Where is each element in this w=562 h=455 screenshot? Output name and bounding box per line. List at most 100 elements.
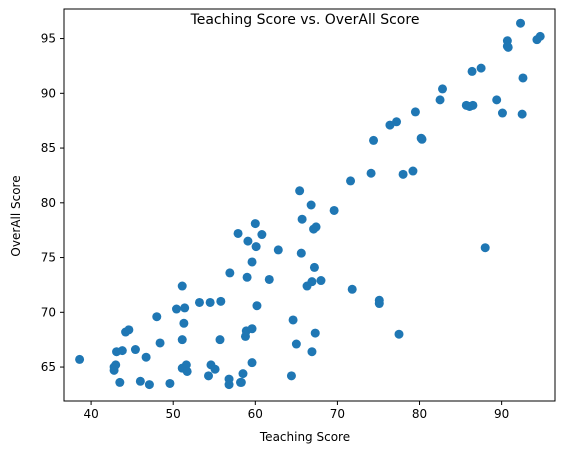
data-point (273, 245, 283, 255)
data-point (492, 95, 502, 105)
data-point (182, 366, 192, 376)
data-point (480, 243, 490, 253)
data-point (247, 358, 257, 368)
data-point (394, 329, 404, 339)
data-point (75, 354, 85, 364)
data-point (435, 95, 445, 105)
data-point (251, 242, 261, 252)
data-point (152, 312, 162, 322)
data-point (115, 377, 125, 387)
data-point (155, 338, 165, 348)
data-point (141, 352, 151, 362)
data-point (347, 284, 357, 294)
data-point (225, 268, 235, 278)
data-point (516, 18, 526, 28)
data-point (310, 328, 320, 338)
data-point (111, 360, 121, 370)
data-point (309, 262, 319, 272)
data-point (518, 73, 528, 83)
data-point (210, 364, 220, 374)
data-point (130, 345, 140, 355)
data-point (144, 380, 154, 390)
data-point (286, 371, 296, 381)
x-tick-label: 60 (248, 407, 263, 421)
data-point (374, 299, 384, 309)
data-point (497, 108, 507, 118)
data-point (264, 274, 274, 284)
x-tick-label: 70 (330, 407, 345, 421)
data-point (306, 200, 316, 210)
data-point (346, 176, 356, 186)
data-point (410, 107, 420, 117)
x-tick-label: 90 (494, 407, 509, 421)
data-point (307, 277, 317, 287)
x-tick-label: 80 (412, 407, 427, 421)
data-point (417, 134, 427, 144)
data-point (311, 222, 321, 232)
data-point (243, 236, 253, 246)
data-point (316, 276, 326, 286)
x-axis-label: Teaching Score (259, 430, 350, 444)
y-tick-label: 85 (41, 141, 56, 155)
y-tick-label: 65 (41, 360, 56, 374)
x-tick-label: 50 (166, 407, 181, 421)
data-point (233, 228, 243, 238)
data-point (307, 347, 317, 357)
data-point (535, 31, 545, 41)
data-point (194, 297, 204, 307)
data-point (366, 168, 376, 178)
y-axis-label: OverAll Score (9, 175, 23, 256)
data-point (288, 315, 298, 325)
y-tick-label: 90 (41, 86, 56, 100)
data-point (171, 304, 181, 314)
data-point (257, 230, 267, 240)
data-point (124, 325, 134, 335)
data-point (204, 371, 214, 381)
data-point (392, 117, 402, 127)
data-points (75, 18, 545, 390)
data-point (297, 214, 307, 224)
data-point (291, 339, 301, 349)
data-point (252, 301, 262, 311)
data-point (476, 63, 486, 73)
data-point (467, 66, 477, 76)
data-point (165, 378, 175, 388)
plot-frame (63, 8, 556, 402)
y-tick-label: 95 (41, 32, 56, 46)
data-point (135, 376, 145, 386)
data-point (238, 369, 248, 379)
data-point (242, 272, 252, 282)
data-point (468, 100, 478, 110)
data-point (216, 296, 226, 306)
data-point (177, 335, 187, 345)
chart-title: Teaching Score vs. OverAll Score (190, 12, 420, 28)
x-tick-label: 40 (83, 407, 98, 421)
y-axis: 65 70 75 80 85 90 95 (41, 32, 64, 374)
data-point (296, 248, 306, 258)
data-point (503, 42, 513, 52)
data-point (369, 135, 379, 145)
data-point (247, 257, 257, 267)
data-point (177, 281, 187, 291)
y-tick-label: 80 (41, 196, 56, 210)
data-point (224, 374, 234, 384)
data-point (250, 219, 260, 229)
data-point (117, 346, 127, 356)
y-tick-label: 75 (41, 251, 56, 265)
data-point (180, 303, 190, 313)
data-point (329, 205, 339, 215)
data-point (398, 169, 408, 179)
x-axis: 40 50 60 70 80 90 (83, 401, 509, 421)
data-point (215, 335, 225, 345)
data-point (205, 297, 215, 307)
data-point (236, 377, 246, 387)
data-point (408, 166, 418, 176)
y-tick-label: 70 (41, 305, 56, 319)
data-point (247, 324, 257, 334)
data-point (295, 186, 305, 196)
data-point (517, 109, 527, 119)
data-point (181, 360, 191, 370)
data-point (179, 318, 189, 328)
data-point (438, 84, 448, 94)
